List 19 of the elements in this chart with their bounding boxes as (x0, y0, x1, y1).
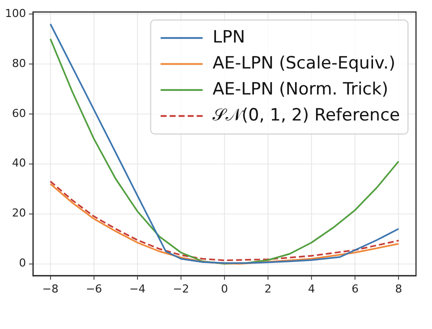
x-tick-label: 0 (221, 282, 228, 296)
x-tick-label: 2 (264, 282, 272, 296)
y-tick-label: 100 (4, 6, 26, 20)
y-tick-label: 80 (12, 56, 26, 70)
x-tick-label: −8 (42, 282, 59, 296)
x-tick-label: −6 (86, 282, 102, 296)
legend-label: AE-LPN (Norm. Trick) (212, 79, 388, 100)
legend-label: AE-LPN (Scale-Equiv.) (212, 53, 396, 74)
x-tick-label: −4 (129, 282, 146, 296)
legend-label: 𝒮𝒩(0, 1, 2) Reference (212, 105, 400, 126)
legend-label: LPN (212, 27, 246, 48)
y-tick-label: 20 (12, 206, 26, 220)
x-tick-label: 4 (308, 282, 316, 296)
y-tick-label: 40 (12, 156, 26, 170)
x-tick-label: −2 (172, 282, 190, 296)
x-tick-label: 8 (395, 282, 402, 296)
x-tick-label: 6 (352, 282, 359, 296)
y-tick-label: 60 (12, 106, 26, 120)
y-tick-label: 0 (18, 256, 26, 270)
